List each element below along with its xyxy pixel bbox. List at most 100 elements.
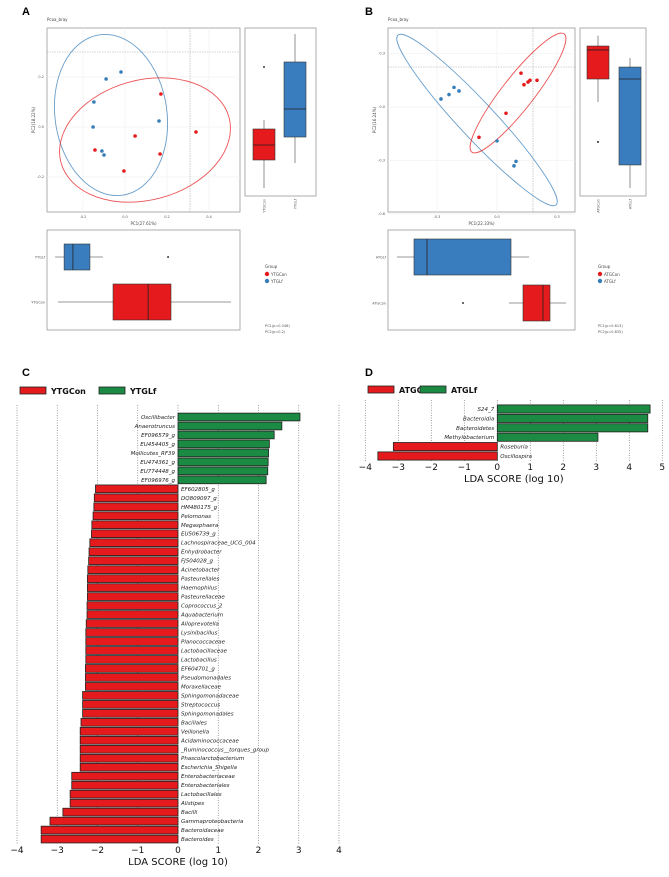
lda-bar [496,432,599,442]
x-tick-label: 3 [593,463,599,473]
y-tick-label: 0.0 [379,105,385,109]
taxon-label: EU506739_g [181,532,216,538]
taxon-label: Phascolarctobacterium [181,756,244,762]
lda-bar [88,556,179,565]
lda-bar [79,727,179,736]
data-point-ytgcon [93,148,97,152]
taxon-label: Bacteroidaceae [181,828,225,834]
lda-bar [40,834,179,844]
x-tick-label: 4 [336,846,342,856]
plot-title: Pcoa_bray [388,17,409,22]
legend-label: ATGLf [451,386,478,395]
scatter-frame [46,27,241,213]
taxon-label: Pasteurellales [181,577,220,583]
y-axis-label: PC2(16.24%) [372,107,377,134]
data-point-atglf [447,92,451,97]
lda-bar [87,583,179,592]
data-point-ytglf [157,119,161,123]
lda-bar [87,592,179,601]
taxon-label: DQ809097_g [181,496,217,502]
lda-bar [86,610,179,619]
taxon-label: Acidaminococcaceae [180,738,239,744]
lda-bar [177,475,267,485]
x-tick-label: −1 [458,463,471,473]
data-point-atgcon [504,111,508,116]
data-point-atglf [495,139,499,143]
lda-bar [71,771,179,781]
lda-bar [93,502,179,512]
taxon-label: Gammaproteobacteria [181,819,244,825]
data-point-ytglf [92,100,96,104]
lda-bar [79,762,179,772]
taxon-label: EU454405_g [140,442,175,448]
x-tick-label: 0.2 [164,215,170,219]
group-tick-label: YTGLf [294,198,298,209]
legend-label: ATGCon [604,272,620,277]
y-tick-label: -0.3 [378,158,385,162]
taxon-label: Veillonella [181,729,210,735]
y-tick-label: 0.3 [379,52,385,56]
lda-bar [88,547,179,556]
x-tick-label: -0.3 [434,215,441,219]
x-axis-label: PC1(22.33%) [468,221,495,226]
lda-bar [82,691,179,700]
x-tick-label: 0.0 [494,215,500,219]
taxon-label: Roseburia [500,445,528,451]
data-point-atglf [439,97,443,101]
lda-bar [89,538,179,548]
x-tick-label: −3 [51,846,64,856]
confidence-ellipse [396,33,558,207]
legend-label: YTGLf [270,279,283,284]
panel-label-c: C [22,367,30,379]
group-tick-label: ATGCon [372,302,386,306]
data-point-atglf [457,89,461,93]
boxplot-outlier [462,302,464,304]
lda-bar [85,655,179,664]
boxplot-outlier [597,141,599,143]
taxon-label: Lactobacillus [181,657,217,663]
lda-bar [85,637,179,646]
taxon-label: EF096579_g [141,433,175,439]
taxon-label: Oscillospira [500,454,532,460]
legend-swatch-ytglf [98,386,126,395]
lda-bar [177,466,269,476]
boxplot-box-ytgcon [252,128,276,161]
data-point-atgcon [522,82,526,87]
taxon-label: Bacteroides [181,837,214,843]
lda-bar [79,744,179,754]
lda-bar [392,442,498,452]
confidence-ellipse [469,32,567,154]
x-tick-label: 1 [527,463,533,473]
taxon-label: Lactobacillaceae [181,648,228,654]
lda-bar [80,718,179,727]
taxon-label: Bacillales [181,720,207,726]
boxplot-box-ytglf [63,243,91,271]
lda-bar [71,780,179,790]
stat-text: PC1(p=0.613) [598,324,623,328]
lda-bar [177,421,283,431]
x-tick-label: −3 [392,463,405,473]
taxon-label: Methylobacterium [444,435,494,441]
taxon-label: Pelomonas [181,514,211,520]
stat-text: PC2(p=0.835) [598,330,623,334]
boxplot-outlier [167,256,169,258]
lda-bar [496,423,649,433]
taxon-label: Sphingomonadaceae [181,693,240,699]
y-tick-label: 0.0 [38,125,44,129]
lda-bar [377,451,498,461]
data-point-ytgcon [133,134,137,138]
lda-bar [69,798,179,808]
taxon-label: EF602805_g [181,487,215,493]
data-point-ytglf [119,70,123,74]
boxplot-box-ytglf [283,61,307,138]
stat-text: PC2(p=0.2) [265,330,286,334]
lda-bar [85,664,179,673]
taxon-label: Anaerotruncus [134,424,176,430]
lda-bar [91,529,179,539]
data-point-ytglf [104,77,108,81]
taxon-label: Pasteurellaceae [181,595,225,601]
taxon-label: Lactobacillales [181,792,222,798]
lda-bar [91,520,179,530]
legend-dot-ytglf [264,278,270,284]
lda-bar [82,709,179,718]
